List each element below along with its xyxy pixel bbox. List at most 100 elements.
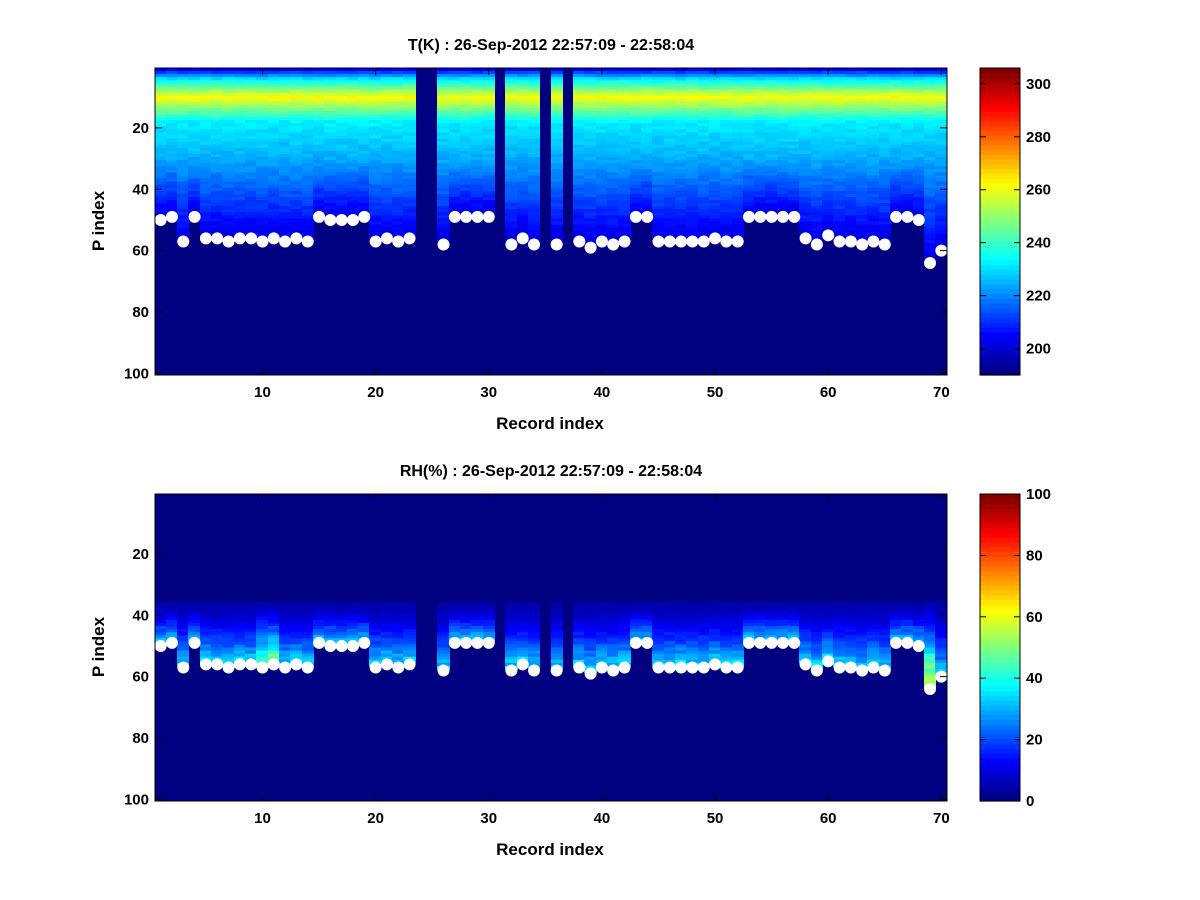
heatmap-cell: [381, 107, 393, 112]
heatmap-cell: [720, 157, 733, 161]
heatmap-cell: [392, 193, 404, 198]
heatmap-cell: [867, 206, 880, 210]
heatmap-cell: [664, 172, 676, 177]
heatmap-cell: [392, 187, 404, 192]
heatmap-cell: [302, 598, 314, 603]
heatmap-cell: [584, 230, 597, 235]
heatmap-cell: [177, 579, 189, 584]
heatmap-cell: [517, 160, 529, 164]
heatmap-cell: [155, 132, 167, 137]
heatmap-cell: [392, 647, 404, 652]
heatmap-cell: [369, 632, 382, 636]
heatmap-cell: [709, 129, 721, 134]
heatmap-cell: [460, 172, 472, 177]
heatmap-cell: [403, 500, 416, 504]
heatmap-cell: [279, 583, 291, 587]
heatmap-cell: [155, 169, 167, 173]
heatmap-cell: [290, 527, 303, 532]
heatmap-cell: [256, 218, 269, 223]
heatmap-cell: [256, 527, 269, 532]
heatmap-cell: [517, 141, 529, 146]
colorbar-swatch: [980, 331, 1020, 338]
heatmap-cell: [551, 227, 563, 232]
heatmap-cell: [324, 527, 337, 532]
heatmap-cell: [788, 187, 800, 192]
heatmap-cell: [483, 95, 495, 100]
heatmap-cell: [268, 595, 280, 599]
heatmap-cell: [381, 515, 393, 520]
heatmap-cell: [449, 89, 461, 94]
heatmap-cell: [369, 187, 382, 192]
heatmap-cell: [765, 83, 778, 88]
heatmap-cell: [392, 583, 404, 587]
heatmap-cell: [551, 212, 563, 216]
heatmap-cell: [573, 68, 585, 72]
heatmap-cell: [811, 77, 823, 81]
heatmap-cell: [336, 500, 348, 504]
heatmap-cell: [788, 129, 800, 134]
heatmap-cell: [607, 209, 619, 213]
heatmap-cell: [245, 506, 257, 510]
heatmap-cell: [743, 110, 755, 115]
heatmap-cell: [211, 141, 223, 146]
heatmap-cell: [901, 184, 914, 189]
heatmap-cell: [245, 86, 257, 91]
heatmap-cell: [517, 193, 529, 198]
heatmap-cell: [924, 117, 936, 121]
heatmap-cell: [618, 193, 631, 198]
heatmap-cell: [924, 126, 936, 130]
heatmap-cell: [166, 552, 178, 556]
heatmap-cell: [155, 549, 167, 553]
heatmap-cell: [313, 503, 325, 507]
heatmap-cell: [155, 196, 167, 201]
heatmap-cell: [890, 126, 902, 130]
heatmap-cell: [256, 626, 269, 630]
record-column-23: [403, 494, 416, 664]
heatmap-cell: [177, 515, 189, 520]
heatmap-cell: [573, 129, 585, 134]
heatmap-cell: [155, 193, 167, 198]
heatmap-cell: [347, 157, 359, 161]
heatmap-cell: [200, 101, 212, 106]
heatmap-cell: [155, 95, 167, 100]
heatmap-cell: [155, 86, 167, 91]
heatmap-cell: [166, 169, 178, 173]
record-column-67: [901, 68, 914, 216]
heatmap-cell: [268, 641, 280, 646]
heatmap-cell: [596, 193, 608, 198]
heatmap-cell: [200, 601, 212, 606]
heatmap-cell: [641, 178, 653, 183]
heatmap-cell: [166, 497, 178, 501]
heatmap-cell: [675, 126, 687, 130]
heatmap-cell: [596, 160, 608, 164]
heatmap-cell: [732, 160, 744, 164]
heatmap-cell: [720, 126, 733, 130]
heatmap-cell: [641, 95, 653, 100]
heatmap-cell: [256, 144, 269, 149]
heatmap-cell: [313, 518, 325, 523]
heatmap-cell: [302, 224, 314, 229]
heatmap-cell: [618, 110, 631, 115]
heatmap-cell: [211, 503, 223, 507]
heatmap-cell: [155, 635, 167, 639]
heatmap-cell: [799, 104, 812, 109]
heatmap-cell: [336, 184, 348, 189]
heatmap-cell: [313, 200, 325, 204]
heatmap-cell: [211, 175, 223, 180]
heatmap-cell: [358, 543, 370, 547]
heatmap-cell: [856, 153, 868, 158]
heatmap-cell: [754, 107, 766, 112]
heatmap-cell: [177, 175, 189, 180]
heatmap-cell: [641, 181, 653, 186]
heatmap-cell: [245, 567, 257, 572]
heatmap-cell: [822, 83, 834, 88]
heatmap-cell: [279, 558, 291, 563]
heatmap-cell: [245, 107, 257, 112]
heatmap-cell: [777, 193, 789, 198]
heatmap-cell: [437, 110, 450, 115]
heatmap-cell: [845, 163, 857, 167]
heatmap-cell: [777, 114, 789, 118]
heatmap-cell: [211, 107, 223, 112]
heatmap-cell: [369, 141, 382, 146]
heatmap-cell: [256, 570, 269, 575]
